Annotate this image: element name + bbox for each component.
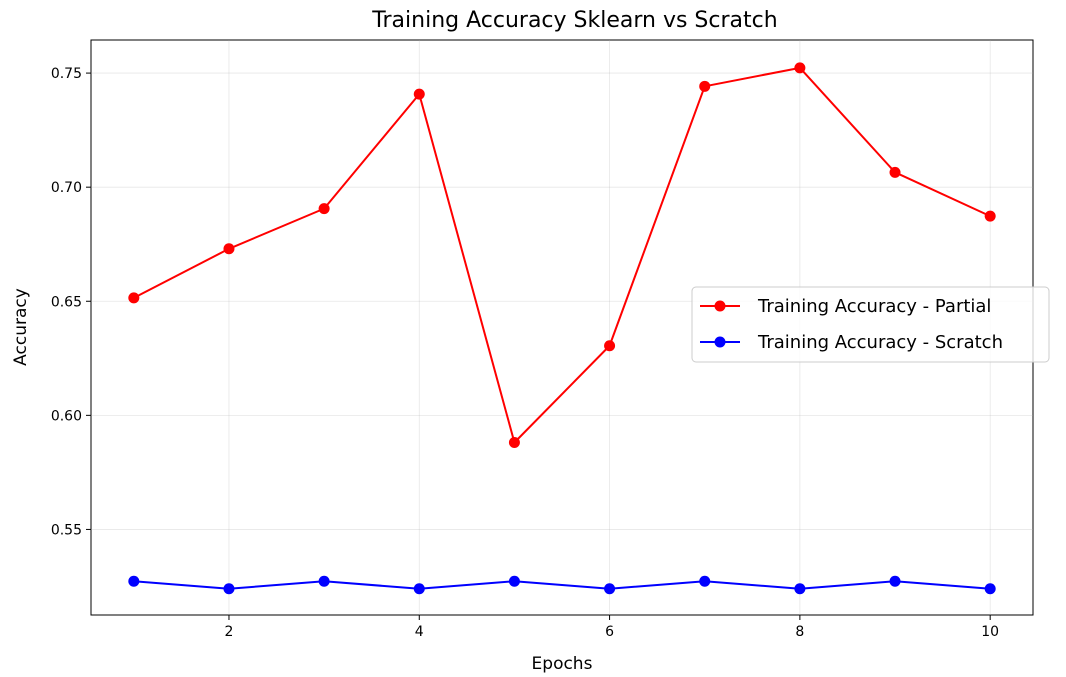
data-point	[984, 210, 996, 222]
x-axis-label: Epochs	[532, 654, 593, 674]
series-2	[128, 575, 996, 595]
data-point	[318, 203, 330, 215]
data-point	[794, 583, 806, 595]
data-point	[794, 62, 806, 74]
series-line	[133, 580, 991, 590]
y-tick-label: 0.65	[51, 294, 82, 310]
legend-box	[691, 286, 1050, 363]
legend-label: Training Accuracy - Partial	[757, 296, 991, 317]
data-point	[508, 437, 520, 448]
x-tick-label: 6	[605, 624, 614, 640]
data-point	[699, 80, 711, 92]
x-tick-label: 2	[225, 624, 234, 640]
grid-lines	[91, 40, 1033, 615]
data-point	[413, 88, 425, 100]
data-point	[889, 575, 901, 587]
data-point	[128, 292, 140, 304]
y-tick-label: 0.75	[51, 66, 82, 82]
series-layer	[128, 62, 996, 595]
series-1	[128, 62, 996, 448]
data-point	[318, 575, 330, 587]
data-point	[223, 243, 235, 255]
y-tick-label: 0.70	[51, 180, 82, 196]
y-axis-label: Accuracy	[11, 288, 31, 366]
data-point	[699, 575, 711, 587]
x-tick-label: 4	[415, 624, 424, 640]
legend-marker	[714, 300, 726, 312]
axis-ticks: 2 4 6 8 10 0.55 0.60 0.65 0.70 0.75	[51, 66, 999, 640]
data-point	[508, 575, 520, 587]
data-point	[604, 583, 616, 595]
legend-item: Training Accuracy - Partial	[700, 296, 991, 317]
series-line	[133, 66, 991, 444]
data-point	[413, 583, 425, 595]
x-tick-label: 10	[981, 624, 999, 640]
legend-item: Training Accuracy - Scratch	[700, 332, 1003, 353]
y-tick-label: 0.55	[51, 522, 82, 538]
data-point	[984, 583, 996, 595]
chart-title: Training Accuracy Sklearn vs Scratch	[371, 8, 777, 33]
y-tick-label: 0.60	[51, 408, 82, 424]
x-tick-label: 8	[795, 624, 804, 640]
data-point	[223, 583, 235, 595]
legend: Training Accuracy - Partial Training Accu…	[691, 286, 1050, 363]
legend-marker	[714, 336, 726, 348]
legend-label: Training Accuracy - Scratch	[757, 332, 1003, 353]
data-point	[128, 575, 140, 587]
data-point	[889, 166, 901, 178]
data-point	[604, 340, 616, 352]
